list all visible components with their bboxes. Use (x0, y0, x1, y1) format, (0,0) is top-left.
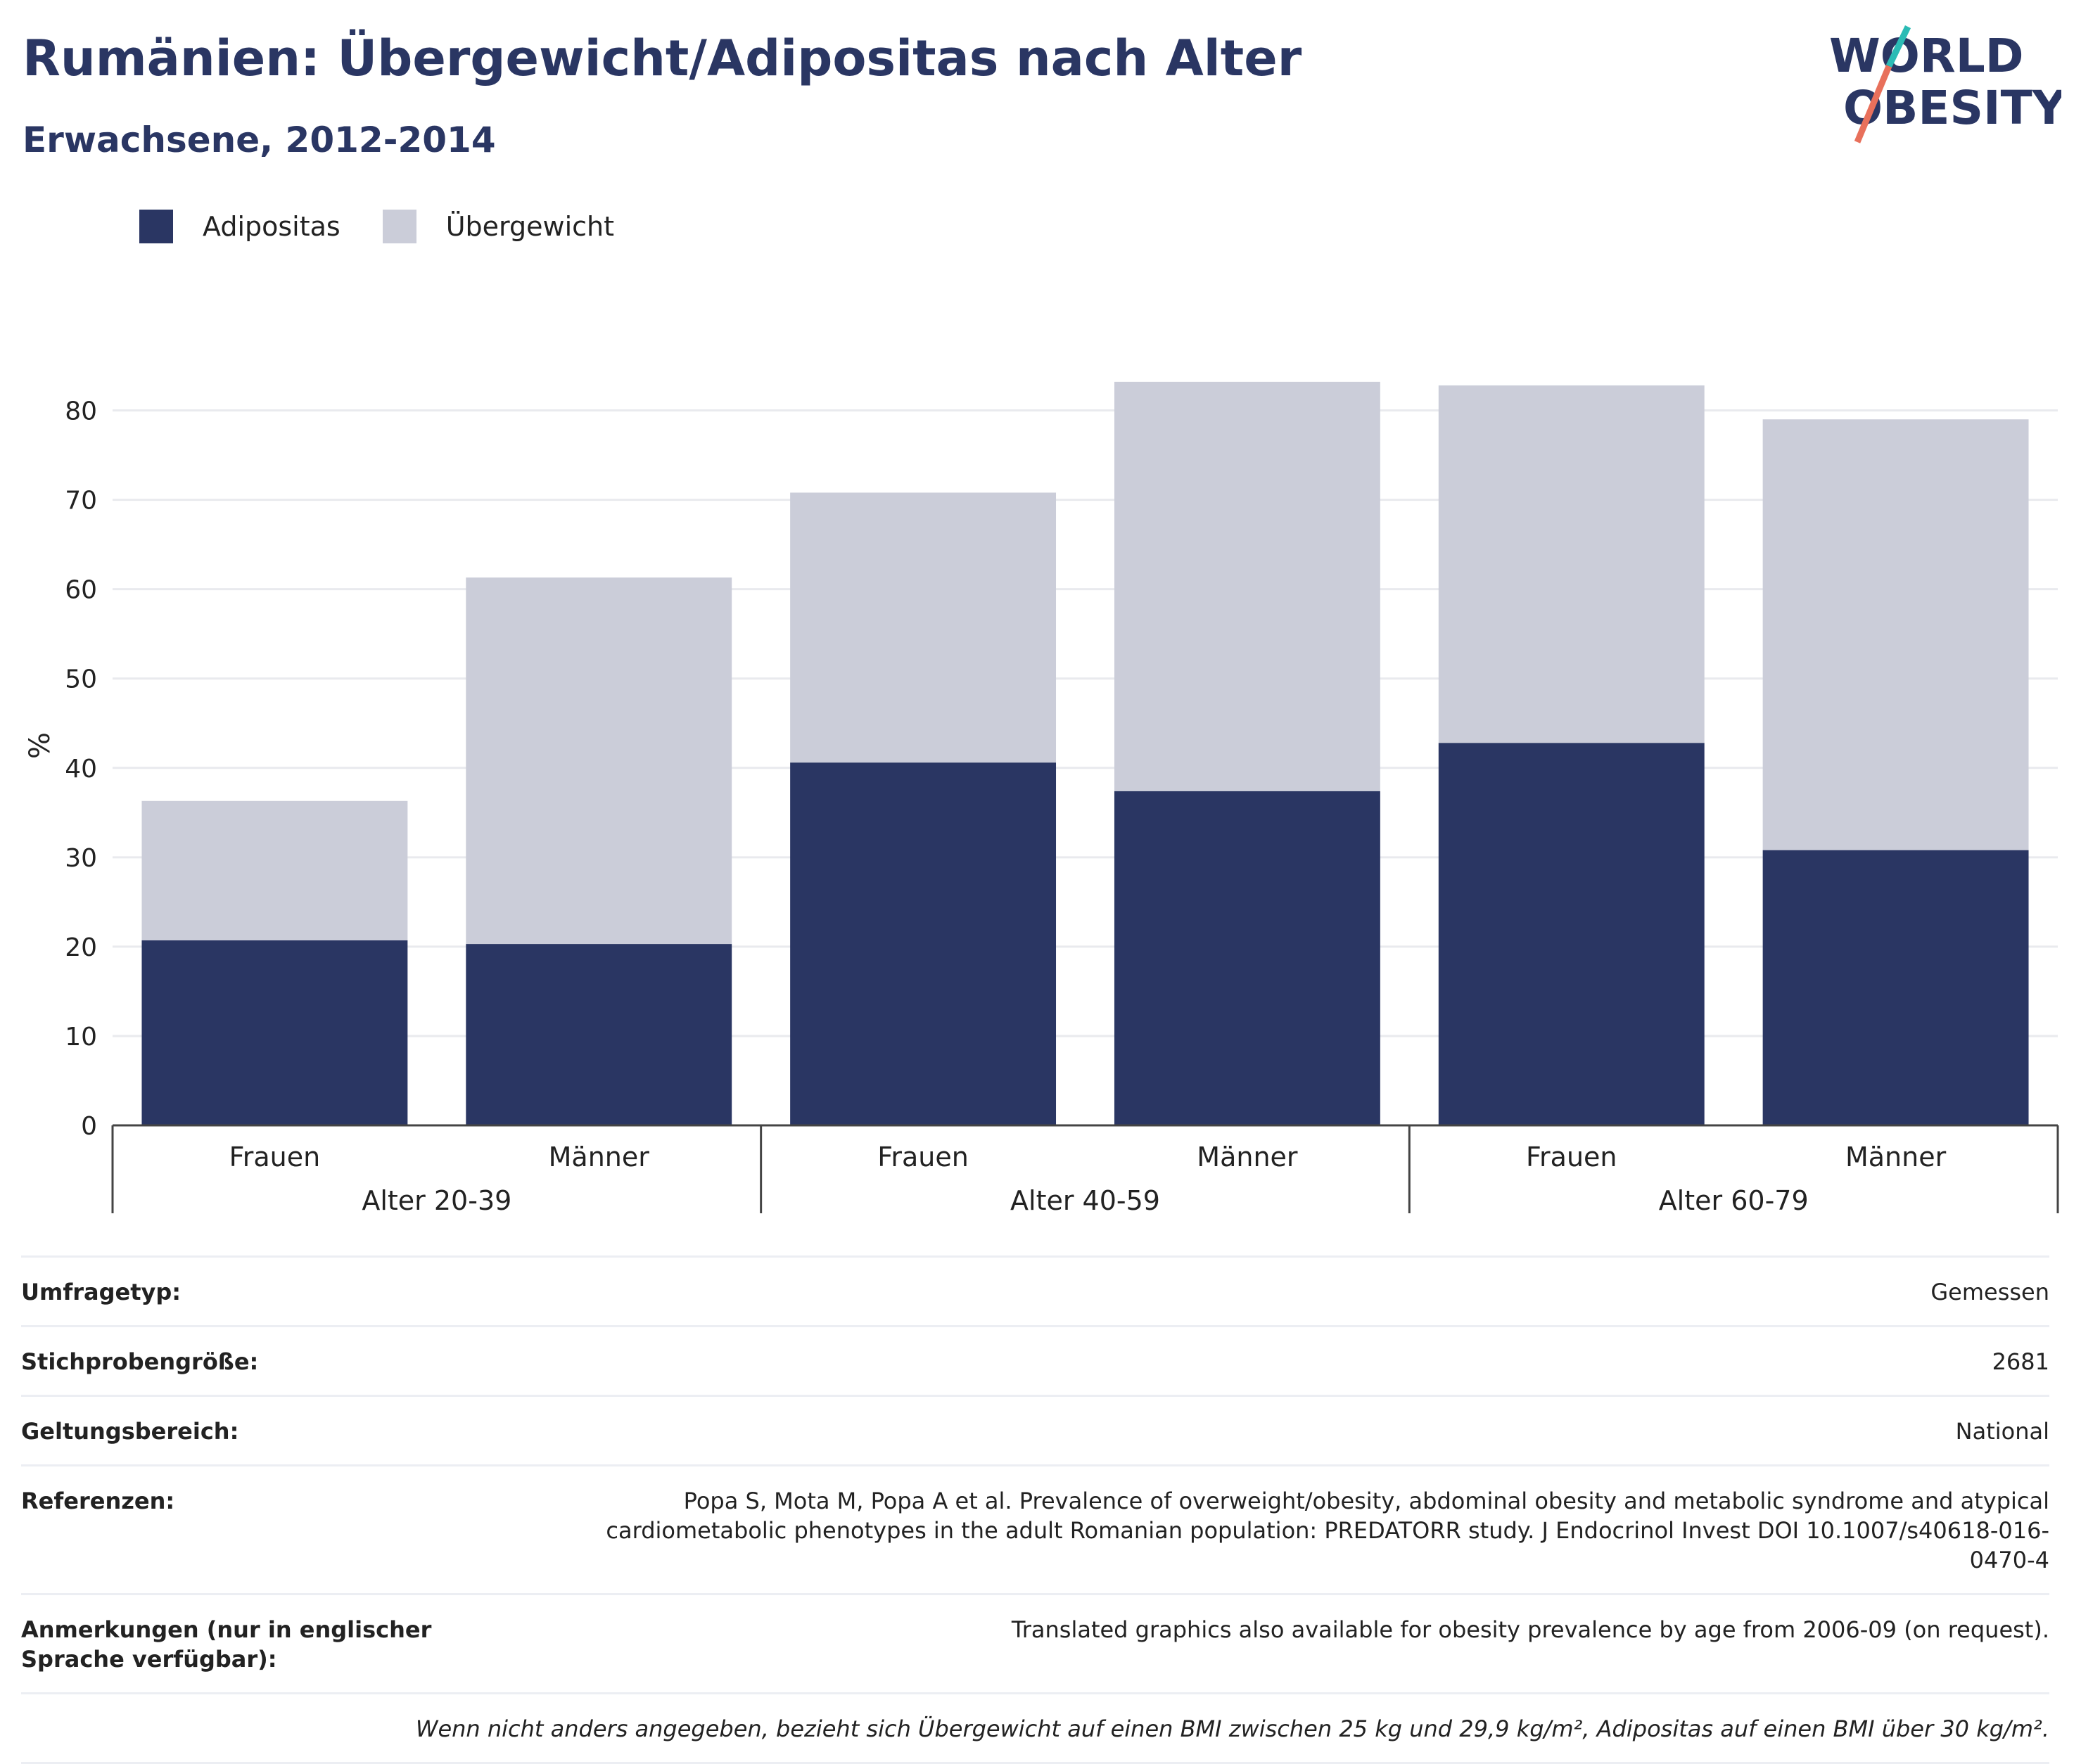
x-tick-label: Frauen (877, 1142, 969, 1172)
group-label: Alter 20-39 (362, 1185, 511, 1216)
footnote: Wenn nicht anders angegeben, bezieht sic… (21, 1692, 2049, 1764)
info-label: Anmerkungen (nur in englischer Sprache v… (21, 1616, 432, 1673)
info-value: National (1955, 1418, 2049, 1445)
bar-obesity (1762, 850, 2029, 1125)
x-tick-label: Frauen (229, 1142, 321, 1172)
x-tick-label: Männer (1197, 1142, 1298, 1172)
bar-obesity (141, 940, 408, 1125)
info-value: 2681 (1992, 1348, 2049, 1375)
info-value: Popa S, Mota M, Popa A et al. Prevalence… (606, 1488, 2049, 1573)
page-subtitle: Erwachsene, 2012-2014 (23, 120, 496, 160)
bar-obesity (790, 762, 1057, 1125)
legend-label-overweight: Übergewicht (445, 211, 614, 242)
world-obesity-logo: WORLD OBESITY (1829, 25, 2061, 143)
info-row-coverage: Geltungsbereich: National (21, 1395, 2049, 1464)
page-title: Rumänien: Übergewicht/Adipositas nach Al… (23, 30, 1302, 87)
info-value: Gemessen (1930, 1279, 2049, 1305)
info-value: Translated graphics also available for o… (1011, 1616, 2049, 1643)
info-label: Stichprobengröße: (21, 1348, 259, 1375)
y-tick-label: 70 (65, 487, 97, 516)
info-label: Umfragetyp: (21, 1279, 182, 1305)
bar-overweight (141, 800, 408, 940)
bar-overweight (466, 577, 732, 945)
info-row-references: Referenzen: Popa S, Mota M, Popa A et al… (21, 1464, 2049, 1593)
group-label: Alter 60-79 (1659, 1185, 1809, 1216)
bar-overweight (1438, 385, 1705, 743)
bar-obesity (1438, 743, 1705, 1125)
bar-obesity (1114, 791, 1380, 1125)
logo-line2: OBESITY (1843, 81, 2061, 135)
legend-item-overweight[interactable]: Übergewicht (382, 210, 614, 243)
logo-slash-teal (1885, 25, 1911, 68)
y-tick-label: 40 (65, 755, 97, 784)
group-label: Alter 40-59 (1010, 1185, 1160, 1216)
legend-label-obesity: Adipositas (203, 211, 341, 242)
y-tick-label: 60 (65, 576, 97, 605)
info-row-notes: Anmerkungen (nur in englischer Sprache v… (21, 1593, 2049, 1692)
y-tick-label: 0 (81, 1112, 97, 1141)
x-tick-label: Männer (1845, 1142, 1947, 1172)
legend-swatch-overweight (382, 210, 416, 243)
logo-slash-coral (1854, 65, 1892, 143)
y-tick-label: 80 (65, 397, 97, 426)
info-row-sample-size: Stichprobengröße: 2681 (21, 1325, 2049, 1395)
legend-item-obesity[interactable]: Adipositas (139, 210, 341, 243)
info-label: Geltungsbereich: (21, 1418, 239, 1445)
info-row-survey-type: Umfragetyp: Gemessen (21, 1255, 2049, 1325)
legend-swatch-obesity (139, 210, 173, 243)
y-axis-label: % (24, 732, 56, 759)
bar-overweight (1762, 419, 2029, 850)
y-tick-label: 50 (65, 665, 97, 694)
y-tick-label: 30 (65, 844, 97, 873)
bar-obesity (466, 944, 732, 1125)
info-table: Umfragetyp: Gemessen Stichprobengröße: 2… (21, 1255, 2049, 1764)
logo-line1: WORLD (1829, 29, 2024, 83)
chart-legend: Adipositas Übergewicht (139, 210, 656, 243)
bar-overweight (790, 492, 1057, 763)
y-tick-label: 20 (65, 933, 97, 962)
info-label: Referenzen: (21, 1488, 175, 1514)
y-tick-label: 10 (65, 1023, 97, 1052)
bar-overweight (1114, 381, 1380, 791)
stacked-bar-chart: 0 10 20 30 40 50 60 70 80% Frauen Männer Frauen Männ… (24, 381, 2059, 1216)
x-tick-label: Frauen (1526, 1142, 1617, 1172)
x-tick-label: Männer (549, 1142, 650, 1172)
